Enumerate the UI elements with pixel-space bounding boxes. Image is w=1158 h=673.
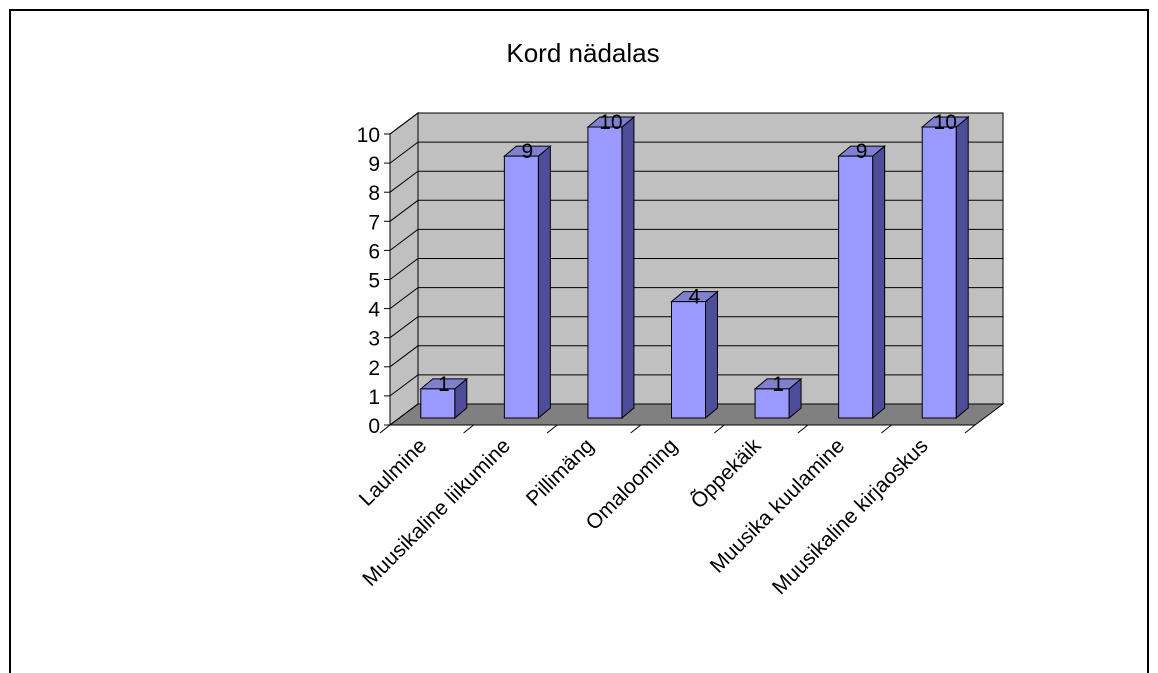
x-tick-label: Pillimäng	[522, 434, 599, 511]
y-tick-label: 0	[368, 415, 380, 438]
grid-line	[389, 141, 1003, 164]
grid-line	[389, 199, 1003, 222]
bar-side	[705, 290, 718, 420]
bar	[502, 145, 552, 420]
y-tick-label: 2	[368, 357, 380, 380]
y-tick-label: 8	[368, 182, 380, 205]
x-tick	[964, 424, 976, 434]
bar	[920, 115, 970, 420]
y-tick-label: 5	[368, 270, 380, 293]
bar	[419, 377, 469, 420]
bar-side	[872, 145, 886, 420]
bar-front	[420, 388, 456, 419]
y-tick-label: 3	[368, 328, 380, 351]
bar-front	[838, 155, 874, 419]
x-tick	[463, 424, 474, 434]
grid-line	[389, 374, 1003, 397]
value-label: 1	[772, 373, 784, 396]
bar-front	[503, 155, 539, 419]
x-tick	[881, 424, 892, 434]
grid-line	[389, 170, 1003, 193]
y-tick-label: 9	[368, 153, 380, 176]
grid-line	[389, 316, 1003, 339]
x-tick-label: Õppekäik	[686, 433, 766, 513]
bar	[753, 377, 803, 420]
grid-line	[389, 287, 1003, 310]
chart-frame	[9, 9, 1149, 673]
bar	[837, 145, 887, 420]
bar-side	[621, 115, 635, 420]
value-label: 1	[438, 373, 450, 396]
x-tick-label: Muusikaline liikumine	[358, 434, 515, 591]
value-label: 10	[934, 111, 957, 134]
bar-front	[587, 126, 623, 419]
bar	[586, 115, 636, 420]
x-tick	[546, 424, 558, 434]
grid-line	[389, 112, 1003, 135]
grid-line	[389, 228, 1003, 251]
value-label: 10	[599, 111, 622, 134]
x-tick-label: Muusikaline kirjaoskus	[768, 434, 933, 599]
grid-line	[389, 403, 1003, 426]
y-tick-label: 10	[357, 124, 380, 147]
y-tick-label: 1	[368, 386, 380, 409]
bar-side	[537, 145, 551, 420]
y-tick-label: 7	[368, 211, 380, 234]
bar-side	[955, 115, 969, 420]
y-tick-label: 4	[368, 299, 380, 322]
grid-line	[389, 345, 1003, 368]
x-tick-label: Laulmine	[355, 434, 432, 511]
y-tick-label: 6	[368, 240, 380, 263]
bar-front	[754, 388, 790, 419]
value-label: 9	[856, 140, 868, 163]
bar	[670, 290, 719, 420]
value-label: 4	[689, 286, 701, 309]
grid-line	[389, 258, 1003, 280]
bar-front	[671, 301, 706, 419]
x-tick	[630, 424, 642, 434]
bar-front	[921, 126, 957, 419]
value-label: 9	[522, 140, 534, 163]
x-tick	[713, 424, 725, 434]
chart-title: Kord nädalas	[506, 38, 659, 68]
x-tick	[379, 424, 391, 434]
x-tick	[797, 424, 809, 434]
